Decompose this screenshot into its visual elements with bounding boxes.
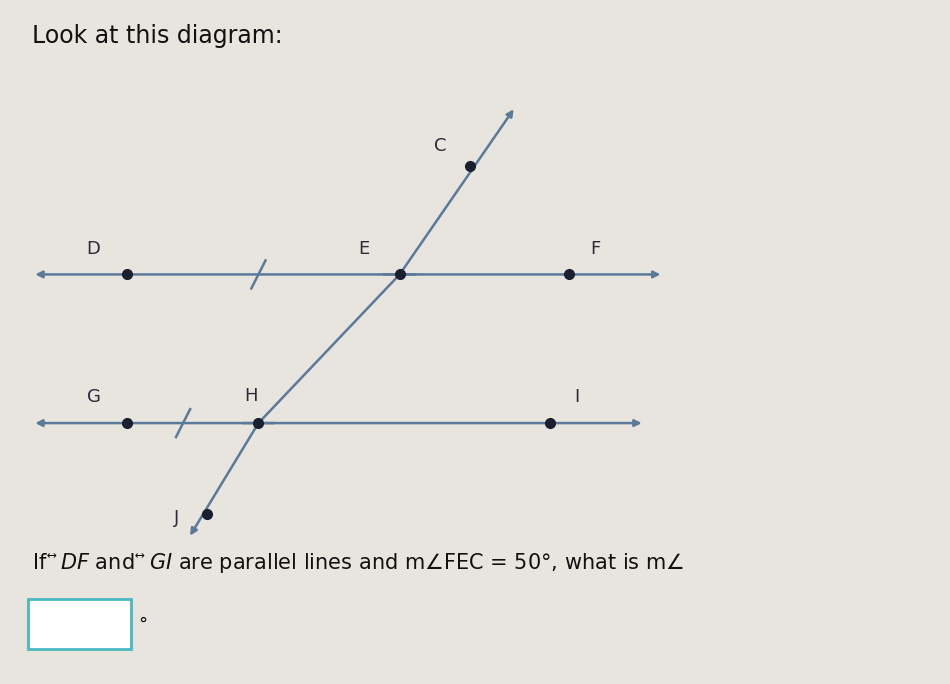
Text: I: I — [574, 389, 580, 406]
Text: F: F — [590, 240, 600, 258]
FancyBboxPatch shape — [28, 598, 131, 649]
Text: E: E — [358, 240, 370, 258]
Text: Look at this diagram:: Look at this diagram: — [32, 25, 283, 49]
Text: H: H — [244, 387, 257, 405]
Text: G: G — [86, 389, 101, 406]
Text: J: J — [174, 509, 180, 527]
Text: D: D — [86, 240, 101, 258]
Text: If $\overleftrightarrow{DF}$ and $\overleftrightarrow{GI}$ are parallel lines an: If $\overleftrightarrow{DF}$ and $\overl… — [32, 551, 685, 575]
Text: °: ° — [138, 616, 147, 633]
Text: C: C — [434, 137, 446, 155]
